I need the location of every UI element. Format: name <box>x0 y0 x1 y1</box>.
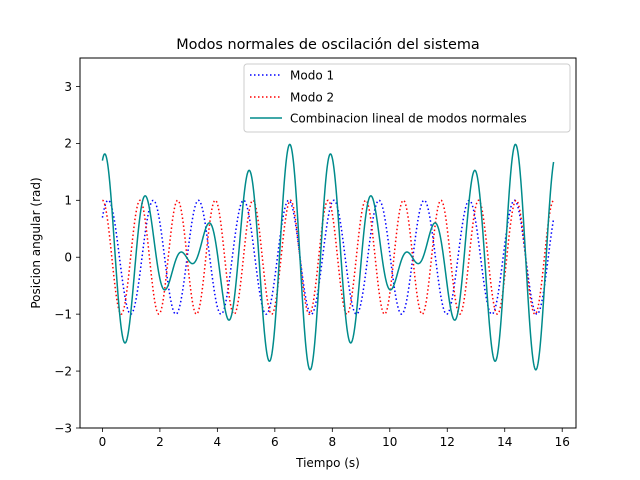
x-tick-label: 2 <box>156 435 164 449</box>
y-tick-label: 0 <box>64 251 72 265</box>
legend-label-modo-1: Modo 1 <box>290 69 334 83</box>
x-tick-label: 8 <box>328 435 336 449</box>
legend-label-modo-2: Modo 2 <box>290 91 334 105</box>
x-tick-label: 12 <box>440 435 455 449</box>
x-axis: 0 2 4 6 8 10 12 14 16 <box>99 428 570 449</box>
y-tick-label: 3 <box>64 80 72 94</box>
legend-label-combinacion: Combinacion lineal de modos normales <box>290 112 527 126</box>
x-tick-label: 10 <box>382 435 397 449</box>
x-axis-label: Tiempo (s) <box>295 456 360 470</box>
x-tick-label: 0 <box>99 435 107 449</box>
chart-title: Modos normales de oscilación del sistema <box>176 37 479 53</box>
y-axis-label: Posicion angular (rad) <box>29 177 43 308</box>
x-tick-label: 4 <box>214 435 222 449</box>
y-tick-label: −2 <box>54 364 72 378</box>
x-tick-label: 6 <box>271 435 279 449</box>
y-tick-label: 2 <box>64 137 72 151</box>
series-line-2 <box>102 199 554 315</box>
y-tick-label: −1 <box>54 307 72 321</box>
y-tick-label: 1 <box>64 194 72 208</box>
series-layer <box>101 143 555 371</box>
y-tick-label: −3 <box>54 421 72 435</box>
legend: Modo 1 Modo 2 Combinacion lineal de modo… <box>243 63 571 133</box>
y-axis: −3 −2 −1 0 1 2 3 <box>54 80 80 435</box>
plot-frame <box>79 57 577 429</box>
series-line-1 <box>101 199 555 315</box>
x-tick-label: 16 <box>555 435 570 449</box>
series-line-3 <box>101 143 555 371</box>
legend-box <box>243 63 571 133</box>
x-tick-label: 14 <box>497 435 512 449</box>
